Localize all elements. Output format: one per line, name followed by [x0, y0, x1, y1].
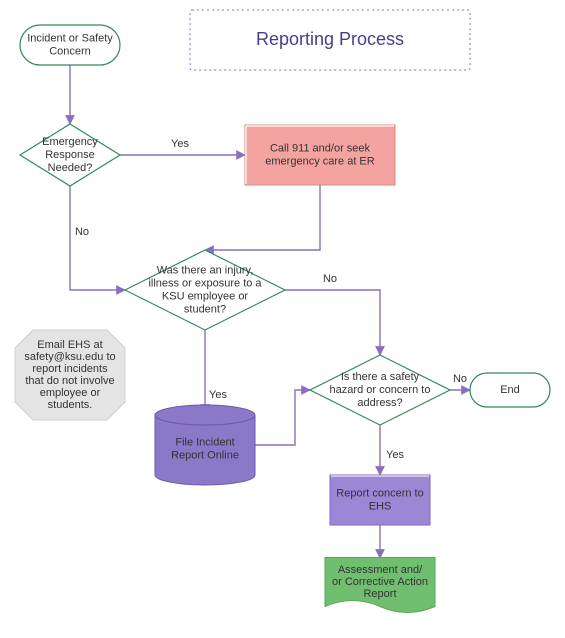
svg-text:Needed?: Needed? [48, 162, 93, 174]
svg-text:KSU employee or: KSU employee or [162, 290, 249, 302]
annotation-note: Email EHS atsafety@ksu.edu toreport inci… [15, 330, 125, 420]
svg-text:Report Online: Report Online [171, 449, 239, 461]
svg-text:employee or: employee or [40, 387, 101, 399]
edge-d1-call911: Yes [120, 138, 245, 155]
end-node: End [470, 373, 550, 407]
svg-text:Response: Response [45, 149, 95, 161]
svg-text:Yes: Yes [386, 449, 404, 461]
svg-text:Email EHS at: Email EHS at [37, 339, 102, 351]
svg-text:address?: address? [357, 397, 402, 409]
svg-text:Was there an injury,: Was there an injury, [157, 264, 254, 276]
decision-emergency: EmergencyResponseNeeded? [20, 124, 120, 186]
svg-text:Report: Report [363, 588, 396, 600]
title-box: Reporting Process [190, 10, 470, 70]
decision-hazard: Is there a safetyhazard or concern toadd… [310, 355, 450, 425]
svg-text:Report concern to: Report concern to [336, 487, 423, 499]
report-ehs-box: Report concern toEHS [330, 475, 430, 525]
svg-text:or Corrective Action: or Corrective Action [332, 576, 428, 588]
svg-text:No: No [75, 226, 89, 238]
svg-text:that do not involve: that do not involve [25, 375, 114, 387]
svg-text:No: No [323, 273, 337, 285]
file-report-cylinder: File IncidentReport Online [155, 405, 255, 485]
svg-text:hazard or concern to: hazard or concern to [330, 384, 431, 396]
svg-text:report incidents: report incidents [32, 363, 108, 375]
svg-text:Assessment and/: Assessment and/ [338, 564, 423, 576]
edge-d1-d2: No [70, 186, 125, 290]
svg-text:Call 911 and/or seek: Call 911 and/or seek [270, 142, 371, 154]
edge-d3-proc: Yes [380, 425, 404, 475]
svg-text:File Incident: File Incident [175, 436, 234, 448]
svg-text:Yes: Yes [209, 389, 227, 401]
start-node: Incident or SafetyConcern [20, 25, 120, 65]
svg-text:Is there a safety: Is there a safety [341, 371, 420, 383]
edge-cyl-d3 [255, 390, 310, 445]
svg-text:student?: student? [184, 303, 226, 315]
edge-d2-cyl: Yes [205, 330, 227, 413]
svg-text:Incident or Safety: Incident or Safety [27, 32, 113, 44]
assessment-document: Assessment and/or Corrective ActionRepor… [325, 558, 435, 613]
edge-d3-end: No [450, 373, 470, 390]
svg-text:safety@ksu.edu to: safety@ksu.edu to [24, 351, 115, 363]
svg-text:emergency care at ER: emergency care at ER [265, 155, 374, 167]
flowchart-canvas: Yes No Yes No No Yes Reporting Process Inciden… [0, 0, 565, 638]
edge-d2-d3: No [285, 273, 380, 355]
svg-text:End: End [500, 384, 520, 396]
svg-text:students.: students. [48, 399, 93, 411]
decision-injury: Was there an injury,illness or exposure … [125, 250, 285, 330]
edge-call911-d2 [205, 185, 320, 250]
svg-text:Concern: Concern [49, 45, 91, 57]
svg-text:Reporting Process: Reporting Process [256, 29, 404, 49]
svg-text:EHS: EHS [369, 500, 392, 512]
call-911-box: Call 911 and/or seekemergency care at ER [245, 125, 395, 185]
svg-text:No: No [453, 373, 467, 385]
svg-text:Yes: Yes [171, 138, 189, 150]
svg-text:Emergency: Emergency [42, 136, 98, 148]
svg-text:illness or exposure to a: illness or exposure to a [148, 277, 262, 289]
